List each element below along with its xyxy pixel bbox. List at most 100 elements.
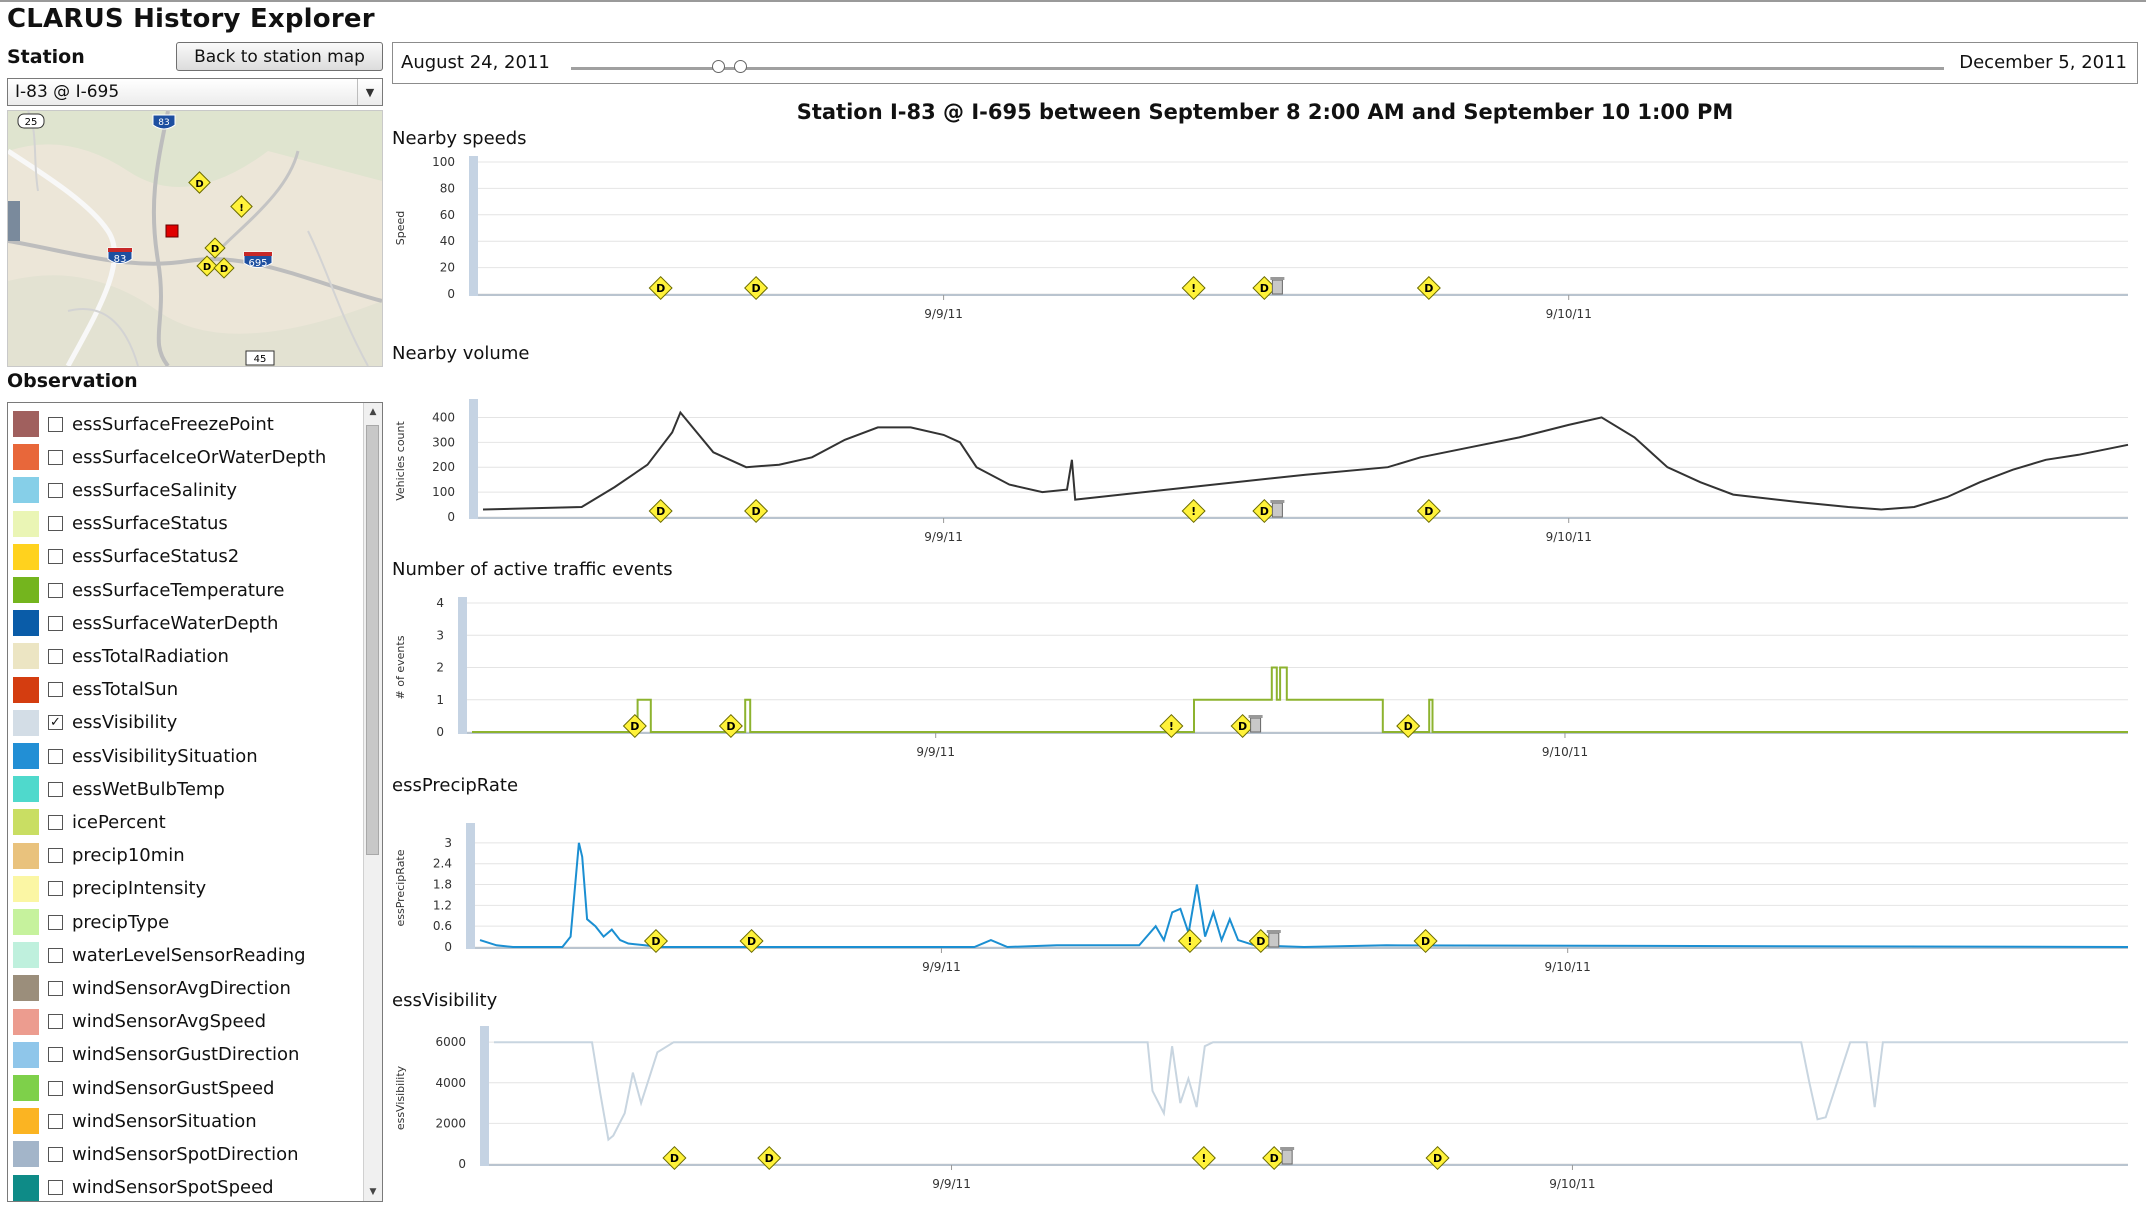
time-range-slider[interactable]: August 24, 2011 December 5, 2011: [392, 42, 2138, 84]
selected-station-marker[interactable]: [165, 224, 179, 238]
event-marker[interactable]: !: [1181, 498, 1206, 524]
observation-checkbox[interactable]: [48, 848, 63, 864]
chart-nearby-volume[interactable]: 0 100 200 300 400 Vehicles count 9/9/11 9/10/11…: [392, 367, 2138, 557]
observation-item[interactable]: essSurfaceWaterDepth: [13, 609, 278, 637]
chevron-down-icon[interactable]: ▼: [357, 79, 382, 105]
observation-item[interactable]: essTotalSun: [13, 676, 178, 704]
event-marker[interactable]: !: [1191, 1145, 1216, 1171]
observation-checkbox[interactable]: [48, 516, 63, 532]
time-range-handle-start[interactable]: [711, 60, 725, 73]
observation-checkbox[interactable]: [48, 1113, 63, 1129]
observation-checkbox[interactable]: [48, 416, 63, 432]
observation-item[interactable]: windSensorSpotDirection: [13, 1140, 299, 1168]
observation-item[interactable]: essVisibilitySituation: [13, 742, 258, 770]
back-to-station-map-button[interactable]: Back to station map: [176, 42, 383, 71]
observation-checkbox[interactable]: [48, 648, 63, 664]
map-event-marker[interactable]: D: [213, 257, 235, 279]
event-marker[interactable]: D: [1252, 275, 1277, 301]
event-marker[interactable]: !: [1159, 713, 1184, 739]
observation-checkbox[interactable]: [48, 482, 63, 498]
observation-checkbox[interactable]: [48, 881, 63, 897]
observation-item[interactable]: precip10min: [13, 842, 185, 870]
event-marker[interactable]: D: [1425, 1145, 1450, 1171]
observation-checkbox[interactable]: [48, 1180, 63, 1196]
map-event-marker[interactable]: D: [188, 171, 211, 194]
time-range-handle-end[interactable]: [733, 60, 747, 73]
scroll-up-icon[interactable]: ▲: [369, 407, 377, 417]
scroll-down-icon[interactable]: ▼: [369, 1187, 377, 1197]
observation-item[interactable]: essSurfaceStatus2: [13, 543, 239, 571]
observation-checkbox[interactable]: [48, 1047, 63, 1063]
event-marker[interactable]: D: [744, 498, 769, 524]
observation-checkbox[interactable]: [48, 449, 63, 465]
observation-item[interactable]: windSensorAvgDirection: [13, 974, 291, 1002]
event-marker[interactable]: D: [1248, 928, 1273, 954]
chart-active-traffic-events[interactable]: 0 1 2 3 4 # of events 9/9/11 9/10/11 D D! D D: [392, 583, 2138, 773]
observation-checkbox[interactable]: [48, 980, 63, 996]
observation-item[interactable]: windSensorGustSpeed: [13, 1074, 274, 1102]
observation-item[interactable]: ✓ essVisibility: [13, 709, 177, 737]
trash-icon[interactable]: [1270, 277, 1285, 295]
observation-checkbox[interactable]: [48, 914, 63, 930]
event-marker[interactable]: D: [1413, 928, 1438, 954]
observation-item[interactable]: waterLevelSensorReading: [13, 941, 306, 969]
observation-item[interactable]: windSensorGustDirection: [13, 1041, 299, 1069]
observation-item[interactable]: essSurfaceStatus: [13, 510, 228, 538]
event-marker[interactable]: D: [1230, 713, 1255, 739]
chart-ess-visibility[interactable]: 0 2000 4000 6000 essVisibility 9/9/11 9/10/11 D…: [392, 1014, 2138, 1210]
event-marker[interactable]: D: [622, 713, 647, 739]
map-canvas[interactable]: 25 83 83 695 45 D !: [8, 111, 382, 366]
observation-checkbox[interactable]: [48, 748, 63, 764]
observation-item[interactable]: essSurfaceFreezePoint: [13, 410, 274, 438]
trash-icon[interactable]: [1266, 930, 1281, 948]
observation-item[interactable]: windSensorAvgSpeed: [13, 1008, 266, 1036]
observation-checkbox[interactable]: [48, 947, 63, 963]
observation-checkbox[interactable]: [48, 781, 63, 797]
map-event-marker[interactable]: D: [204, 237, 226, 259]
event-marker[interactable]: D: [1416, 498, 1441, 524]
observation-checkbox[interactable]: [48, 1146, 63, 1162]
observation-checkbox[interactable]: [48, 682, 63, 698]
scrollbar-thumb[interactable]: [366, 425, 379, 855]
event-marker[interactable]: D: [648, 275, 673, 301]
observation-checkbox[interactable]: [48, 1014, 63, 1030]
observation-item[interactable]: essSurfaceIceOrWaterDepth: [13, 443, 326, 471]
trash-icon[interactable]: [1248, 715, 1263, 733]
observation-item[interactable]: essSurfaceSalinity: [13, 476, 237, 504]
map-event-marker[interactable]: !: [230, 195, 253, 218]
observation-item[interactable]: essTotalRadiation: [13, 642, 229, 670]
station-select[interactable]: I-83 @ I-695 ▼: [7, 78, 383, 106]
event-marker[interactable]: !: [1177, 928, 1202, 954]
map-event-marker[interactable]: D: [196, 255, 218, 277]
observation-item[interactable]: icePercent: [13, 808, 166, 836]
observation-checkbox[interactable]: [48, 615, 63, 631]
observation-checkbox[interactable]: [48, 549, 63, 565]
event-marker[interactable]: !: [1181, 275, 1206, 301]
event-marker[interactable]: D: [643, 928, 669, 954]
observation-item[interactable]: essSurfaceTemperature: [13, 576, 284, 604]
event-marker[interactable]: D: [718, 713, 743, 739]
observation-item[interactable]: windSensorSpotSpeed: [13, 1174, 274, 1201]
event-marker[interactable]: D: [1252, 498, 1277, 524]
observation-checkbox[interactable]: [48, 1080, 63, 1096]
event-marker[interactable]: D: [744, 275, 769, 301]
event-marker[interactable]: D: [1396, 713, 1421, 739]
time-range-track[interactable]: [571, 67, 1944, 70]
observation-checkbox[interactable]: [48, 582, 63, 598]
observation-item[interactable]: essWetBulbTemp: [13, 775, 225, 803]
observation-item[interactable]: windSensorSituation: [13, 1107, 257, 1135]
event-marker[interactable]: D: [662, 1145, 687, 1171]
observation-list[interactable]: essSurfaceFreezePoint essSurfaceIceOrWate…: [7, 402, 383, 1202]
event-marker[interactable]: D: [739, 928, 764, 954]
event-marker[interactable]: D: [1262, 1145, 1287, 1171]
station-map[interactable]: 25 83 83 695 45 D !: [7, 110, 383, 367]
event-marker[interactable]: D: [648, 498, 673, 524]
observation-checkbox[interactable]: [48, 814, 63, 830]
observation-scrollbar[interactable]: ▲ ▼: [363, 403, 382, 1201]
event-marker[interactable]: D: [757, 1145, 782, 1171]
chart-nearby-speeds[interactable]: 0 20 40 60 80 100 Speed 9/9/11 9/10/11 D D! D D: [392, 152, 2138, 342]
event-marker[interactable]: D: [1416, 275, 1441, 301]
observation-item[interactable]: precipIntensity: [13, 875, 206, 903]
trash-icon[interactable]: [1270, 500, 1285, 518]
chart-ess-precip-rate[interactable]: 0 0.6 1.2 1.8 2.4 3 essPrecipRate 9/9/11 9/10/11…: [392, 799, 2138, 989]
